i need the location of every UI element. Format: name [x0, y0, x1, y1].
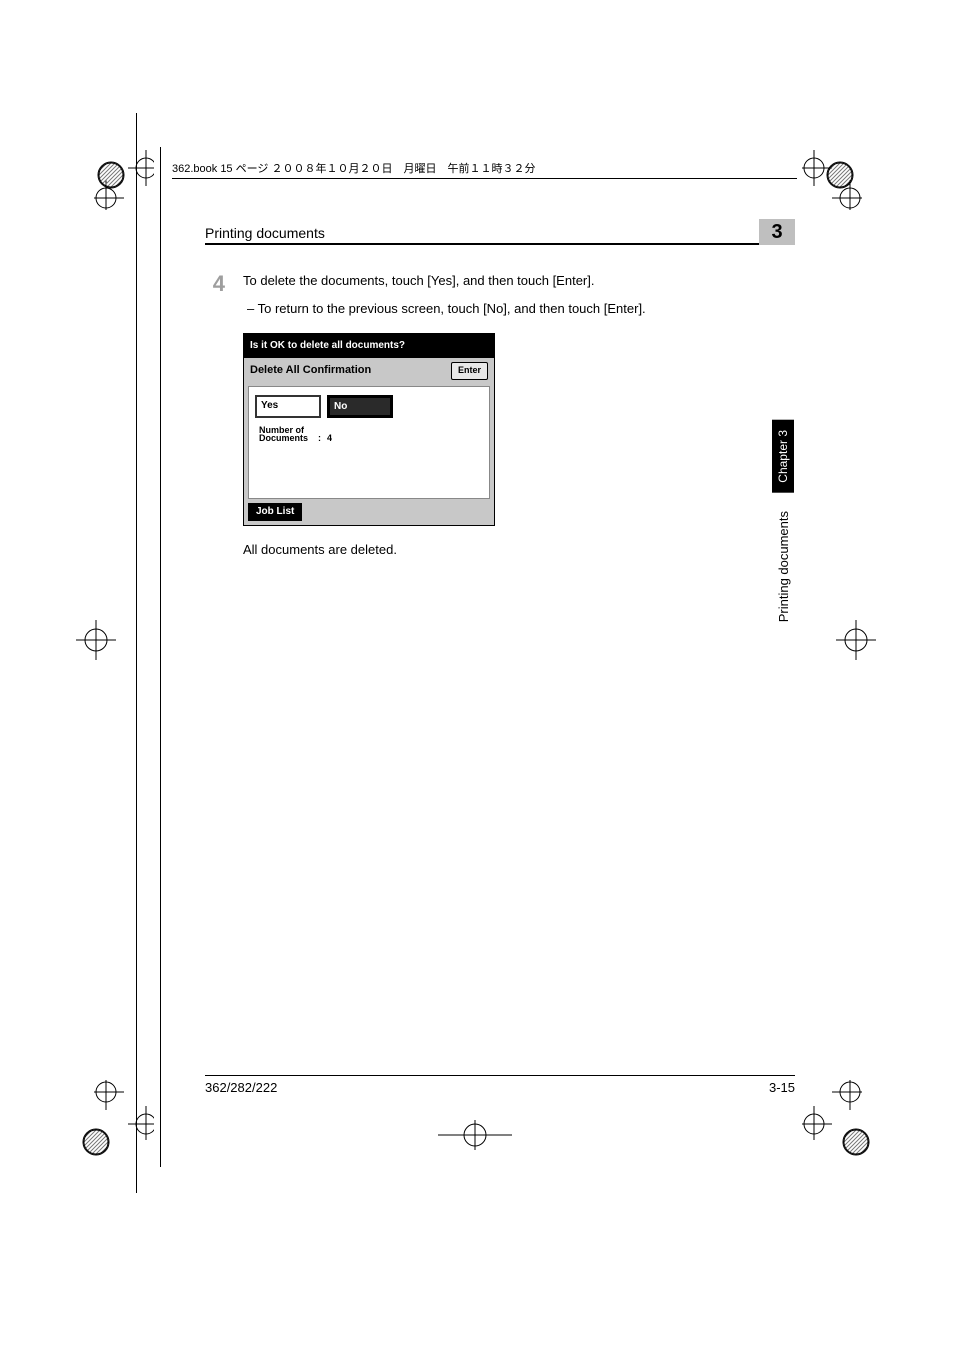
corner-hatch-icon	[82, 1128, 110, 1156]
footer-right: 3-15	[769, 1080, 795, 1095]
joblist-tab[interactable]: Job List	[248, 503, 302, 521]
footer-left: 362/282/222	[205, 1080, 277, 1095]
doc-count-line: Number of Documents : 4	[255, 426, 483, 442]
after-note: All documents are deleted.	[243, 540, 795, 560]
enter-button[interactable]: Enter	[451, 362, 488, 380]
corner-hatch-icon	[842, 1128, 870, 1156]
regmark-mid-left	[72, 616, 120, 664]
no-button[interactable]: No	[327, 395, 393, 419]
panel-label-row: Delete All Confirmation Enter	[244, 358, 494, 382]
print-meta-line: 362.book 15 ページ ２００８年１０月２０日 月曜日 午前１１時３２分	[172, 160, 797, 179]
panel-body: Yes No Number of Documents : 4	[248, 386, 490, 500]
chapter-badge: 3	[759, 219, 795, 245]
running-header: Printing documents 3	[205, 215, 795, 241]
step-subtext: – To return to the previous screen, touc…	[243, 299, 795, 319]
page-content-area: Printing documents 3 4 To delete the doc…	[205, 215, 795, 560]
regmark-bot-center	[430, 1120, 520, 1150]
crop-line	[136, 113, 137, 1193]
step-block: 4 To delete the documents, touch [Yes], …	[205, 271, 795, 560]
regmark-mid-right	[832, 616, 880, 664]
side-tab: Chapter 3 Printing documents	[769, 420, 797, 632]
panel-label: Delete All Confirmation	[250, 362, 371, 379]
doc-count-value: 4	[327, 434, 332, 442]
page-footer: 362/282/222 3-15	[205, 1075, 795, 1095]
corner-hatch-icon	[826, 161, 854, 189]
doc-count-sep: :	[318, 434, 321, 442]
delete-confirm-panel: Is it OK to delete all documents? Delete…	[243, 333, 495, 526]
step-number: 4	[205, 271, 243, 560]
step-text: To delete the documents, touch [Yes], an…	[243, 271, 795, 291]
side-tab-title: Printing documents	[772, 501, 795, 632]
choice-row: Yes No	[255, 395, 483, 419]
corner-hatch-icon	[97, 161, 125, 189]
doc-count-label: Number of Documents	[259, 426, 308, 442]
header-section-title: Printing documents	[205, 225, 325, 241]
crop-line	[160, 147, 161, 1167]
header-rule	[205, 243, 795, 245]
side-tab-chapter: Chapter 3	[772, 420, 794, 493]
yes-button[interactable]: Yes	[255, 395, 321, 419]
step-body: To delete the documents, touch [Yes], an…	[243, 271, 795, 560]
panel-prompt: Is it OK to delete all documents?	[244, 334, 494, 358]
